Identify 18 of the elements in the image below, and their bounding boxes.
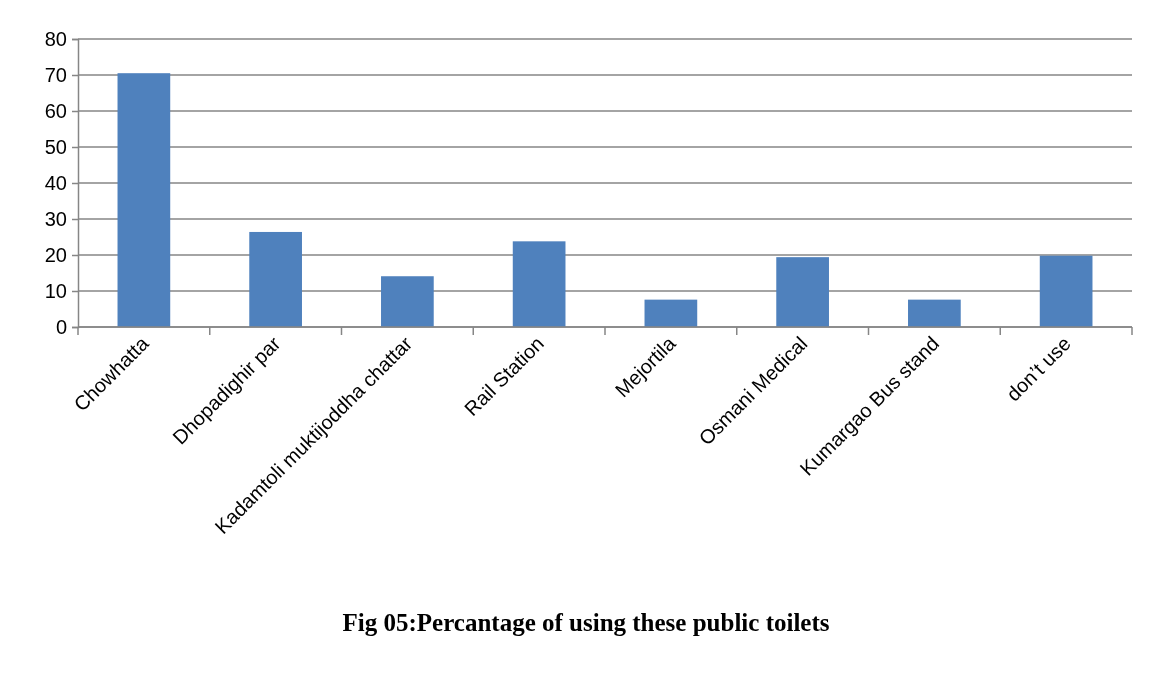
bar (249, 231, 302, 327)
bar (117, 73, 171, 327)
bar (512, 241, 566, 327)
y-tick-label: 60 (44, 99, 67, 122)
y-tick-label: 0 (55, 315, 67, 338)
y-tick-label: 40 (44, 171, 67, 194)
text: Fig 05:Percantage of using these public toilets (342, 609, 830, 636)
bar (644, 299, 698, 327)
bar (776, 257, 829, 327)
y-tick-label: 20 (44, 243, 67, 266)
y-tick-label: 10 (44, 279, 67, 302)
bar (908, 299, 961, 327)
bar (1039, 255, 1093, 327)
y-tick-label: 50 (44, 135, 67, 158)
y-tick-label: 70 (44, 63, 67, 86)
y-tick-label: 30 (44, 207, 67, 230)
y-tick-label: 80 (44, 27, 67, 50)
bar (381, 276, 434, 327)
